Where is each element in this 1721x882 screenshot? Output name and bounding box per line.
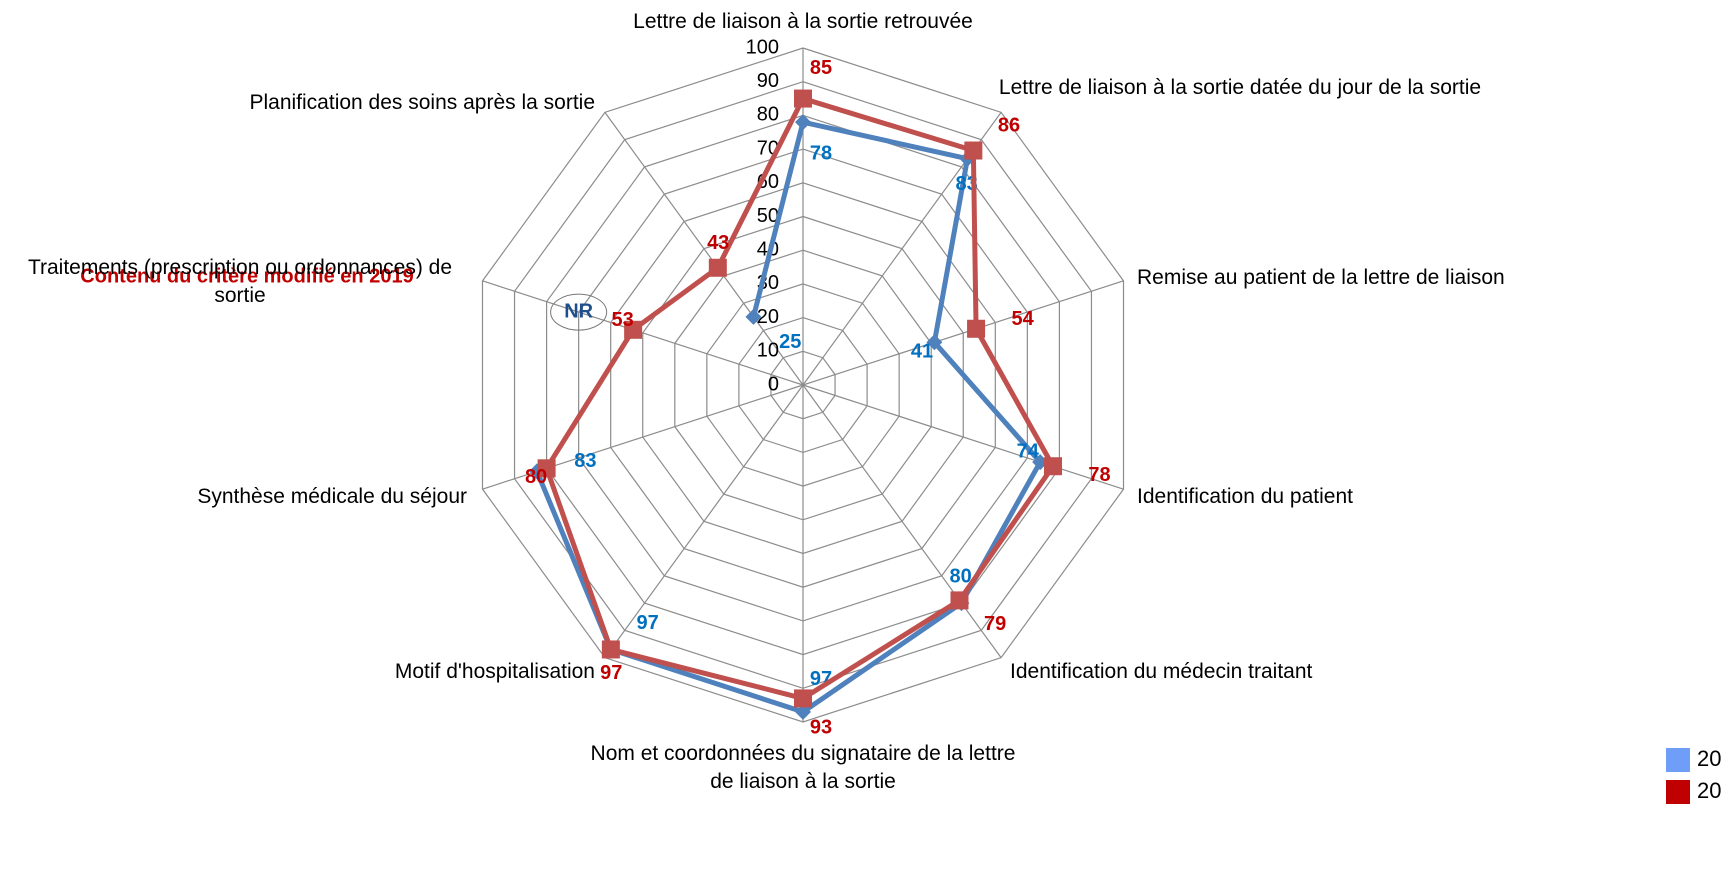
tick-label: 20 xyxy=(757,306,779,328)
tick-label: 100 xyxy=(746,36,779,58)
tick-label: 0 xyxy=(768,373,779,395)
series-line xyxy=(800,597,962,701)
category-label: Planification des soins après la sortie xyxy=(249,91,595,114)
tick-label: 90 xyxy=(757,70,779,92)
data-label: 41 xyxy=(911,340,933,362)
category-label: Lettre de liaison à la sortie retrouvée xyxy=(633,10,973,33)
data-label: 86 xyxy=(998,115,1020,137)
marker xyxy=(708,258,727,277)
category-label: Motif d'hospitalisation xyxy=(394,660,595,683)
data-label: NR xyxy=(564,300,593,322)
na-circle xyxy=(550,293,608,331)
legend-label: 2019 xyxy=(1697,778,1721,803)
marker xyxy=(794,689,812,708)
data-label: 78 xyxy=(1088,464,1110,486)
category-label: Remise au patient de la lettre de liaiso… xyxy=(1137,266,1505,289)
series-line xyxy=(608,646,806,701)
data-label: 83 xyxy=(574,450,596,472)
marker xyxy=(1043,457,1062,476)
data-label: 97 xyxy=(600,662,622,684)
series-line xyxy=(970,148,979,332)
marker xyxy=(795,114,811,131)
category-label: Nom et coordonnées du signataire de la l… xyxy=(590,742,1016,793)
marker xyxy=(601,640,620,659)
data-label: 78 xyxy=(810,142,832,164)
marker xyxy=(794,89,812,108)
series-line xyxy=(956,463,1056,603)
marker xyxy=(795,703,811,720)
category-label: Traitements (prescription ou ordonnances… xyxy=(27,256,453,307)
spoke xyxy=(802,384,1002,658)
data-label: 80 xyxy=(950,566,972,588)
marker xyxy=(964,141,983,160)
annotation: Contenu du critère modifié en 2019 xyxy=(80,265,413,287)
series-line xyxy=(800,96,976,154)
category-label: Lettre de liaison à la sortie datée du j… xyxy=(998,76,1482,99)
marker xyxy=(624,320,643,339)
category-label: Identification du patient xyxy=(1137,485,1353,508)
spoke xyxy=(802,384,1124,490)
category-label: Identification du médecin traitant xyxy=(1010,660,1313,683)
legend-swatch xyxy=(1666,780,1690,804)
series-line xyxy=(800,600,964,715)
marker xyxy=(950,591,969,610)
data-label: 79 xyxy=(984,613,1006,635)
data-label: 85 xyxy=(810,57,832,79)
tick-label: 50 xyxy=(757,205,779,227)
data-label: 43 xyxy=(707,232,729,254)
series-line xyxy=(931,339,1043,465)
data-label: 97 xyxy=(637,612,659,634)
series-line xyxy=(973,326,1056,469)
tick-label: 80 xyxy=(757,104,779,126)
series-line xyxy=(715,96,806,271)
tick-label: 10 xyxy=(757,340,779,362)
data-label: 25 xyxy=(779,331,801,353)
marker xyxy=(745,308,762,325)
spoke xyxy=(604,112,804,386)
spoke xyxy=(604,384,804,658)
marker xyxy=(967,319,986,338)
data-label: 74 xyxy=(1017,440,1040,462)
data-label: 54 xyxy=(1011,308,1034,330)
series-line xyxy=(544,327,636,471)
spoke xyxy=(802,280,1124,386)
data-label: 93 xyxy=(810,717,832,739)
data-label: 80 xyxy=(525,466,547,488)
category-label: Synthèse médicale du séjour xyxy=(197,485,467,508)
series-line xyxy=(630,265,721,333)
legend-swatch xyxy=(1666,748,1690,772)
data-label: 53 xyxy=(611,309,633,331)
spoke xyxy=(482,280,804,386)
marker xyxy=(537,459,556,478)
series-line xyxy=(931,156,970,345)
series-line xyxy=(750,119,806,320)
series-line xyxy=(800,119,970,162)
marker xyxy=(926,334,943,351)
series-line xyxy=(544,465,614,652)
legend-label: 2018 xyxy=(1697,746,1721,771)
